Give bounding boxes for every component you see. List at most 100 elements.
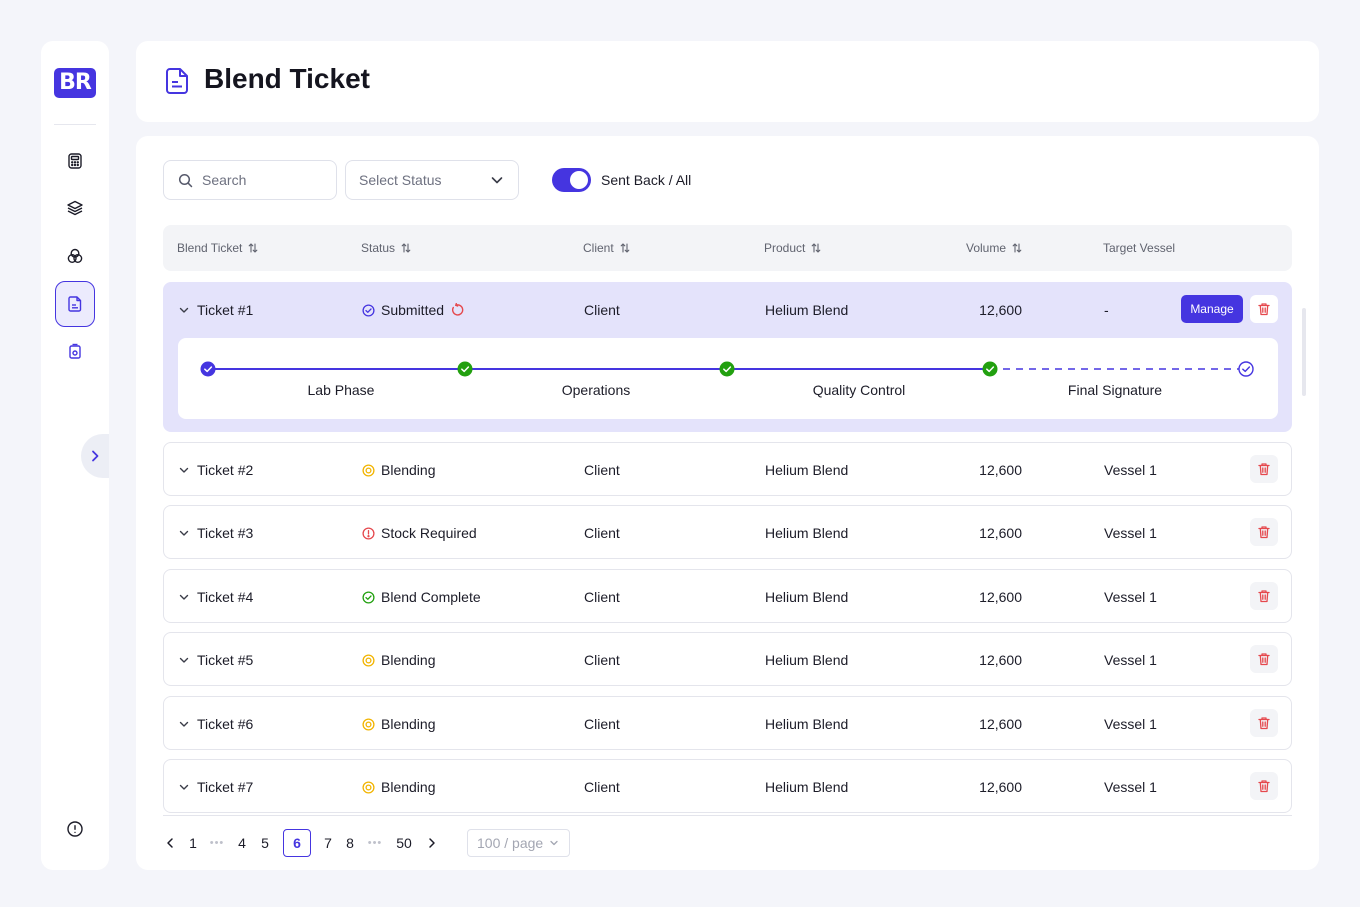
layers-icon (67, 200, 83, 216)
sidebar-item-blends[interactable] (55, 236, 95, 276)
page-button[interactable]: 7 (324, 835, 332, 851)
progress-line (200, 361, 1254, 377)
chevron-down-icon (550, 840, 558, 846)
page-button[interactable]: 50 (396, 835, 412, 851)
table-row[interactable]: Ticket #2 Blending Client Helium Blend 1… (163, 442, 1292, 496)
status-select-placeholder: Select Status (359, 172, 442, 188)
ticket-name: Ticket #2 (197, 462, 254, 478)
delete-button[interactable] (1250, 709, 1278, 737)
step-complete-dot (457, 361, 473, 377)
table-scrollbar[interactable] (1302, 308, 1306, 396)
trash-icon (1258, 463, 1270, 476)
chevron-down-icon[interactable] (178, 527, 190, 539)
status-text: Blending (381, 716, 436, 732)
table-row[interactable]: Ticket #6 Blending Client Helium Blend 1… (163, 696, 1292, 750)
status-cell: Blending (362, 716, 436, 732)
table-row[interactable]: Ticket #3 Stock Required Client Helium B… (163, 505, 1292, 559)
column-header-client[interactable]: Client (583, 241, 630, 255)
column-header-label: Client (583, 241, 614, 255)
next-page-button[interactable] (425, 829, 439, 857)
trash-icon (1258, 590, 1270, 603)
search-icon (178, 173, 193, 187)
page-button[interactable]: 8 (346, 835, 354, 851)
status-cell: Stock Required (362, 525, 477, 541)
search-input[interactable] (202, 172, 322, 188)
status-cell: Blending (362, 652, 436, 668)
product-cell: Helium Blend (765, 589, 849, 605)
delete-button[interactable] (1250, 518, 1278, 546)
volume-cell: 12,600 (979, 525, 1022, 541)
document-icon (166, 68, 188, 94)
status-cell: Blending (362, 462, 436, 478)
sidebar-item-blend-ticket[interactable] (55, 281, 95, 327)
coin-icon (362, 780, 375, 794)
trash-icon (1258, 717, 1270, 730)
table-row[interactable]: Ticket #7 Blending Client Helium Blend 1… (163, 759, 1292, 813)
delete-button[interactable] (1250, 645, 1278, 673)
client-cell: Client (584, 525, 620, 541)
status-select[interactable]: Select Status (345, 160, 519, 200)
vessel-cell: Vessel 1 (1104, 652, 1157, 668)
cylinder-icon (69, 343, 81, 359)
search-box[interactable] (163, 160, 337, 200)
volume-cell: 12,600 (979, 589, 1022, 605)
column-header-label: Blend Ticket (177, 241, 243, 255)
sent-back-toggle[interactable] (552, 168, 591, 192)
coin-icon (362, 653, 375, 667)
column-header-vessel: Target Vessel (1103, 241, 1175, 255)
sidebar-item-calculator[interactable] (55, 141, 95, 181)
client-cell: Client (584, 302, 620, 318)
column-header-volume[interactable]: Volume (966, 241, 1022, 255)
manage-button[interactable]: Manage (1181, 295, 1243, 323)
volume-cell: 12,600 (979, 779, 1022, 795)
prev-page-button[interactable] (163, 829, 177, 857)
alert-icon (362, 526, 375, 540)
chevron-down-icon[interactable] (178, 591, 190, 603)
volume-cell: 12,600 (979, 462, 1022, 478)
column-header-product[interactable]: Product (764, 241, 821, 255)
page-size-select[interactable]: 100 / page (467, 829, 570, 857)
page-header: Blend Ticket (136, 41, 1319, 122)
table-row[interactable]: Ticket #4 Blend Complete Client Helium B… (163, 569, 1292, 623)
table-divider (163, 815, 1292, 816)
page-button-current[interactable]: 6 (283, 829, 311, 857)
page-button[interactable]: 4 (238, 835, 246, 851)
table-row[interactable]: Ticket #5 Blending Client Helium Blend 1… (163, 632, 1292, 686)
trash-icon (1258, 780, 1270, 793)
column-header-status[interactable]: Status (361, 241, 411, 255)
page-button[interactable]: 1 (189, 835, 197, 851)
page-button[interactable]: 5 (261, 835, 269, 851)
volume-cell: 12,600 (979, 716, 1022, 732)
check-circle-icon (362, 303, 375, 317)
sidebar-expand-toggle[interactable] (81, 434, 109, 478)
sidebar-item-cylinders[interactable] (55, 331, 95, 371)
status-cell: Blending (362, 779, 436, 795)
step-complete-dot (982, 361, 998, 377)
sidebar-item-layers[interactable] (55, 188, 95, 228)
main-panel: Select Status Sent Back / All Blend Tick… (136, 136, 1319, 870)
delete-button[interactable] (1250, 295, 1278, 323)
column-header-ticket[interactable]: Blend Ticket (177, 241, 258, 255)
page-title: Blend Ticket (204, 63, 370, 94)
status-text: Blending (381, 462, 436, 478)
product-cell: Helium Blend (765, 779, 849, 795)
page-ellipsis[interactable]: ••• (367, 837, 383, 849)
chevron-down-icon[interactable] (178, 654, 190, 666)
ticket-name: Ticket #3 (197, 525, 254, 541)
chevron-down-icon[interactable] (178, 781, 190, 793)
chevron-right-icon (429, 838, 435, 848)
delete-button[interactable] (1250, 582, 1278, 610)
delete-button[interactable] (1250, 455, 1278, 483)
chevron-down-icon[interactable] (178, 464, 190, 476)
status-text: Blend Complete (381, 589, 481, 605)
chevron-down-icon[interactable] (178, 718, 190, 730)
chevron-down-icon[interactable] (178, 304, 190, 316)
status-text: Blending (381, 779, 436, 795)
trash-icon (1258, 526, 1270, 539)
step-label-lab-phase: Lab Phase (307, 382, 375, 398)
table-row[interactable]: Ticket #1 Submitted Client Helium Blend … (163, 282, 1292, 432)
sidebar-item-info[interactable] (55, 809, 95, 849)
vessel-cell: Vessel 1 (1104, 779, 1157, 795)
delete-button[interactable] (1250, 772, 1278, 800)
page-ellipsis[interactable]: ••• (209, 837, 225, 849)
